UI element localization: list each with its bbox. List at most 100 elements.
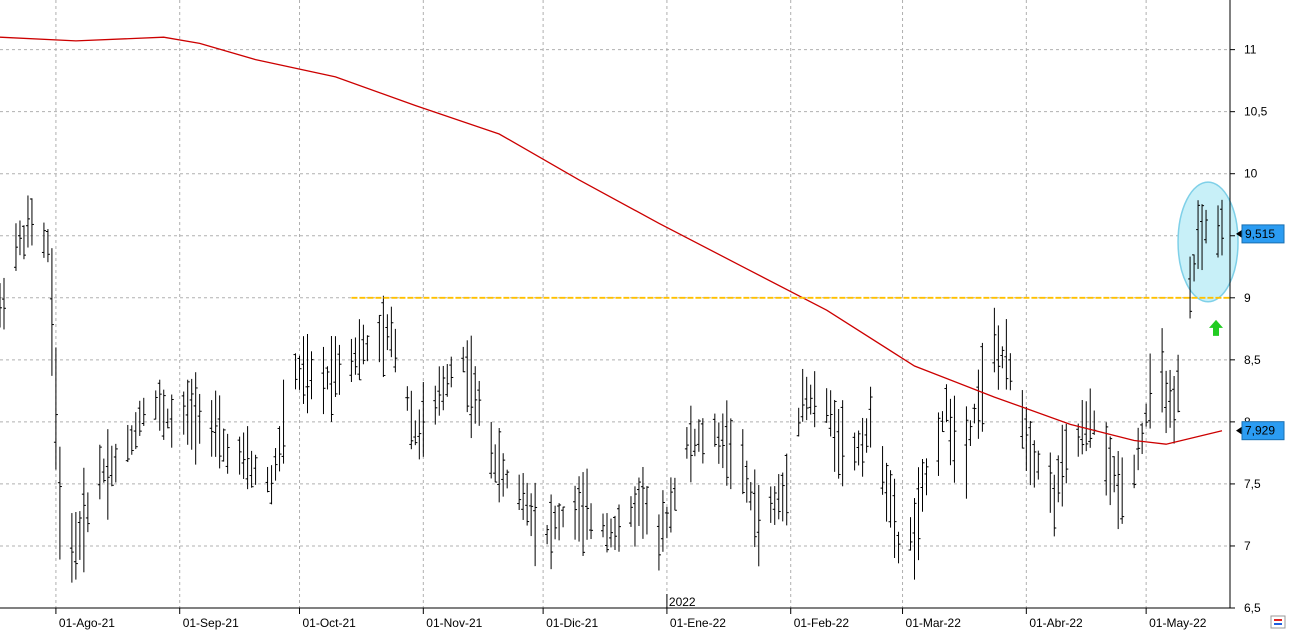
ohlc-bar [81, 467, 86, 573]
ohlc-bar [365, 335, 370, 362]
ohlc-bar [309, 351, 314, 400]
ohlc-bar [505, 469, 510, 489]
x-tick-label: 01-Dic-21 [546, 616, 598, 630]
ohlc-bar [533, 482, 538, 567]
ohlc-bar [836, 409, 841, 479]
ohlc-bar [1172, 376, 1177, 444]
ohlc-bar [996, 325, 1001, 390]
ohlc-bar [644, 486, 649, 535]
ohlc-bar [301, 336, 306, 404]
ohlc-bar [549, 494, 554, 570]
ohlc-bar [1160, 328, 1165, 413]
ohlc-bar [1112, 456, 1117, 493]
ohlc-bar [1192, 254, 1197, 282]
ohlc-bar [213, 390, 218, 457]
up-arrow-icon [1209, 319, 1224, 336]
ohlc-bar [161, 389, 166, 440]
ohlc-bar [744, 460, 749, 503]
highlight-ellipse [1177, 181, 1239, 303]
ohlc-bar [329, 336, 334, 422]
ohlc-bar [209, 400, 214, 457]
ohlc-bar [1204, 209, 1209, 244]
ohlc-bar [656, 514, 661, 571]
ohlc-bar [501, 453, 506, 497]
ohlc-bar [664, 506, 669, 539]
ohlc-bar [964, 406, 969, 499]
ohlc-bar [812, 371, 817, 428]
ohlc-bar [968, 420, 973, 446]
x-tick-label: 01-Feb-22 [794, 616, 850, 630]
ohlc-bar [189, 378, 194, 450]
corner-icon[interactable] [1270, 615, 1286, 629]
ohlc-bar [860, 417, 865, 477]
ohlc-bar [125, 424, 130, 463]
ohlc-bar [672, 477, 677, 511]
ohlc-bar [884, 462, 889, 522]
ohlc-bar [381, 295, 386, 378]
ohlc-bar [45, 229, 50, 263]
ohlc-bar [920, 459, 925, 512]
ohlc-bar [349, 338, 354, 383]
ohlc-bar [1216, 205, 1221, 258]
ohlc-bar [632, 486, 637, 547]
ohlc-bar [940, 411, 945, 433]
ohlc-bar [1104, 422, 1109, 496]
ohlc-bar [553, 505, 558, 540]
y-tick-label: 10,5 [1244, 105, 1268, 119]
ohlc-bar [784, 453, 789, 526]
ohlc-bar [449, 356, 454, 388]
ohlc-bar [545, 524, 550, 545]
ohlc-bar [97, 444, 102, 500]
ohlc-bar [333, 336, 338, 397]
x-tick-label: 01-Mar-22 [906, 616, 962, 630]
ohlc-bar [461, 346, 466, 373]
ohlc-bar [1020, 390, 1025, 449]
ohlc-bar [1008, 353, 1013, 391]
ohlc-bar [609, 518, 614, 548]
ohlc-bar [193, 372, 198, 465]
ohlc-bar [1088, 388, 1093, 448]
ohlc-bar [972, 403, 977, 424]
ohlc-bar [601, 513, 606, 538]
ohlc-bar [980, 342, 985, 432]
ohlc-bar [616, 504, 621, 552]
ohlc-bar [101, 458, 106, 483]
ohlc-bar [281, 379, 286, 464]
ohlc-bar [221, 428, 226, 462]
ohlc-bar [840, 400, 845, 487]
ohlc-bar [585, 468, 590, 540]
ohlc-bar [684, 427, 689, 459]
ohlc-bar [129, 425, 134, 455]
ohlc-bar [1220, 199, 1225, 256]
ohlc-bar [780, 472, 785, 522]
ohlc-bar [636, 477, 641, 526]
ohlc-bar [557, 503, 562, 541]
ohlc-bar [796, 407, 801, 437]
x-axis-ticks: 01-Ago-21 01-Sep-21 01-Oct-21 01-Nov-21 01-D… [55, 594, 1207, 630]
ohlc-bar [25, 195, 30, 248]
ohlc-bar [752, 469, 757, 548]
ohlc-bar [53, 347, 58, 470]
ohlc-bar [353, 337, 358, 375]
ohlc-bar [976, 369, 981, 439]
ohlc-bar [561, 506, 566, 528]
breakout-highlight [1177, 181, 1239, 303]
ohlc-bar [409, 390, 414, 450]
ohlc-bar [828, 390, 833, 437]
ohlc-bar [804, 376, 809, 421]
ohlc-bar [824, 388, 829, 423]
ohlc-bar [277, 426, 282, 472]
ohlc-bar [748, 482, 753, 511]
ohlc-bar [141, 397, 146, 426]
ohlc-bar [489, 421, 494, 479]
y-tick-label: 7,5 [1244, 477, 1261, 491]
ohlc-bar [1116, 451, 1121, 530]
ohlc-bar [197, 393, 202, 444]
ohlc-bar [1164, 370, 1169, 434]
ohlc-bar [109, 445, 114, 487]
moving-average-badge-text: 7,929 [1245, 424, 1275, 438]
ohlc-bar [445, 364, 450, 397]
ohlc-bar [808, 384, 813, 415]
y-tick-label: 6,5 [1244, 601, 1261, 615]
